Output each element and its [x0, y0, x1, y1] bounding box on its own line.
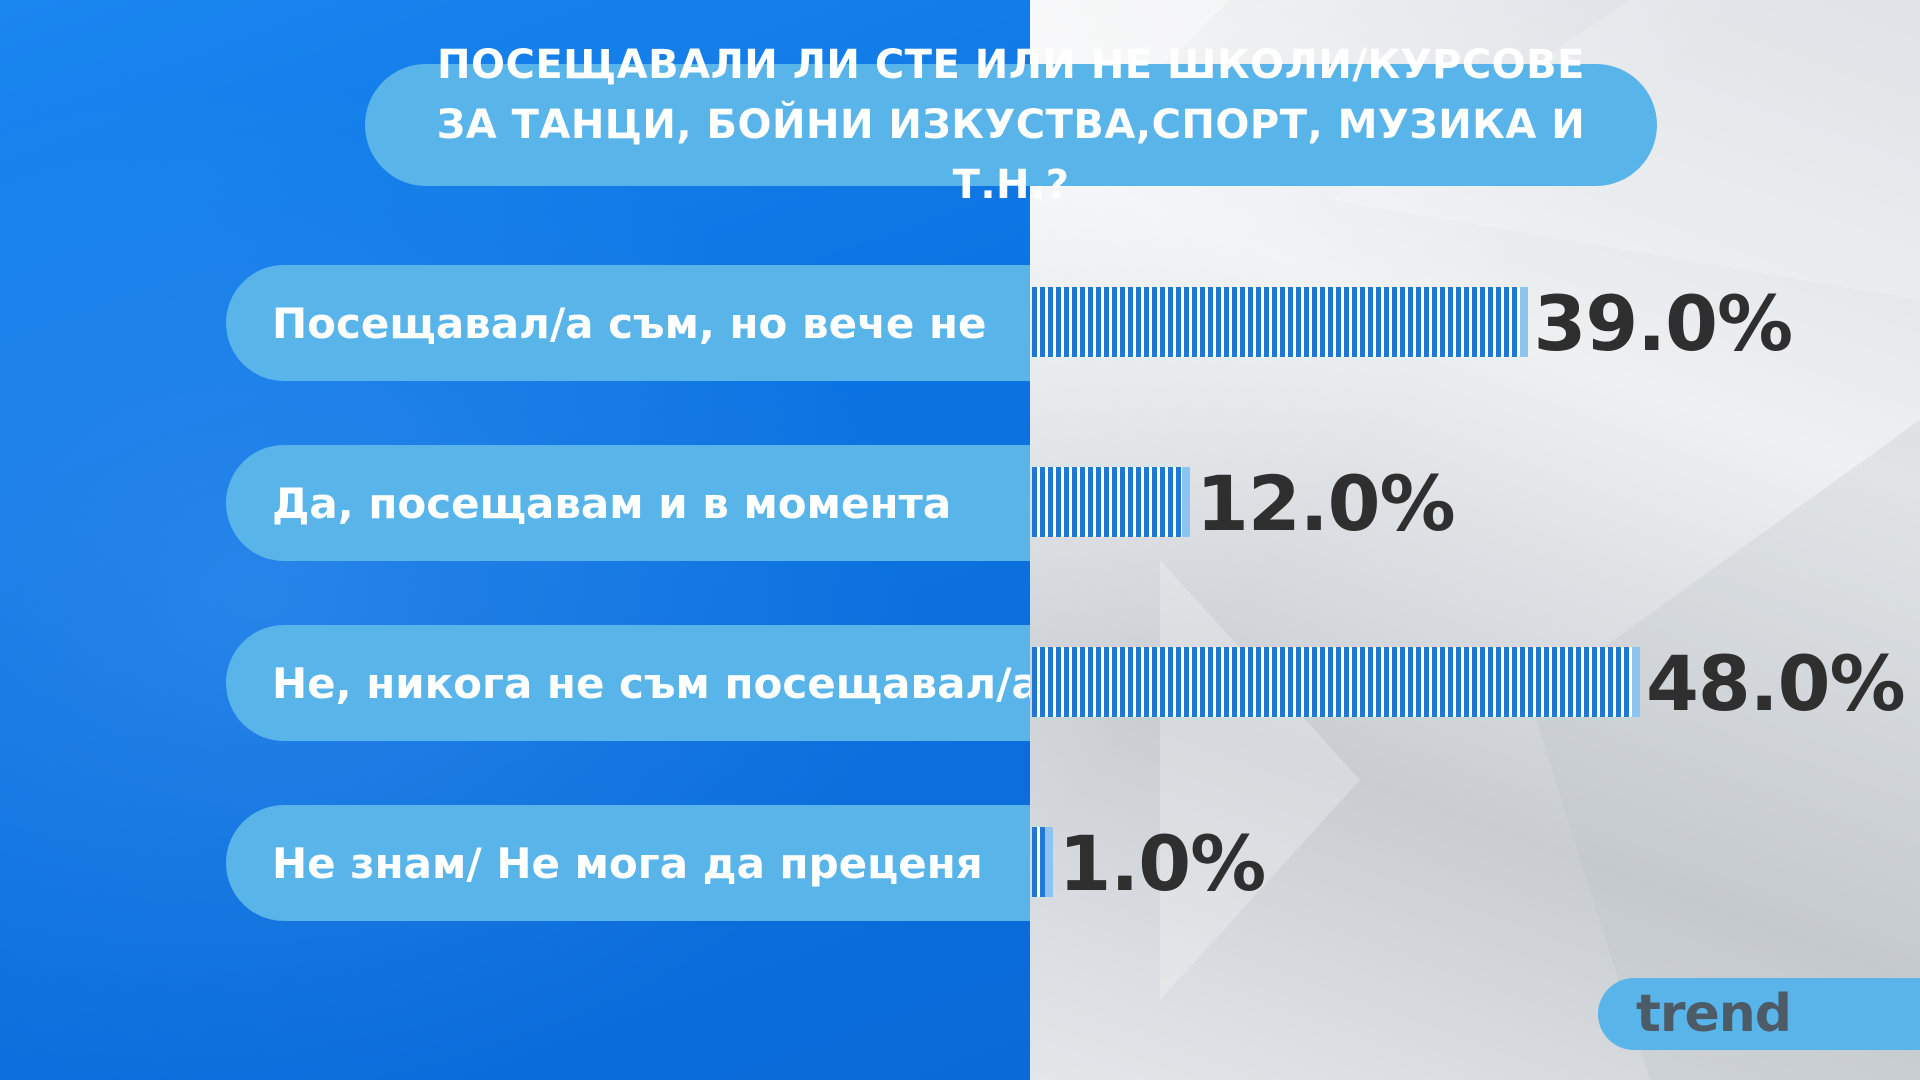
- brand-logo: trend: [1636, 984, 1792, 1044]
- category-label: Посещавал/а съм, но вече не: [226, 265, 1030, 381]
- value-label: 1.0%: [1058, 818, 1267, 908]
- value-label: 48.0%: [1646, 638, 1906, 728]
- bar-end-cap: [1519, 287, 1528, 357]
- bar: [1032, 467, 1182, 537]
- category-label: Не, никога не съм посещавал/а: [226, 625, 1030, 741]
- chart-title-box: ПОСЕЩАВАЛИ ЛИ СТЕ ИЛИ НЕ ШКОЛИ/КУРСОВЕ З…: [365, 42, 1657, 208]
- category-label: Не знам/ Не мога да преценя: [226, 805, 1030, 921]
- bar-end-cap: [1632, 647, 1640, 717]
- bar: [1032, 647, 1632, 717]
- bar: [1032, 827, 1045, 897]
- bar: [1032, 287, 1520, 357]
- brand-logo-box: trend: [1598, 978, 1920, 1050]
- value-label: 12.0%: [1196, 458, 1456, 548]
- value-label: 39.0%: [1533, 278, 1794, 368]
- category-label: Да, посещавам и в момента: [226, 445, 1030, 561]
- bar-end-cap: [1182, 467, 1190, 537]
- bar-end-cap: [1044, 827, 1053, 897]
- chart-title: ПОСЕЩАВАЛИ ЛИ СТЕ ИЛИ НЕ ШКОЛИ/КУРСОВЕ З…: [436, 42, 1586, 208]
